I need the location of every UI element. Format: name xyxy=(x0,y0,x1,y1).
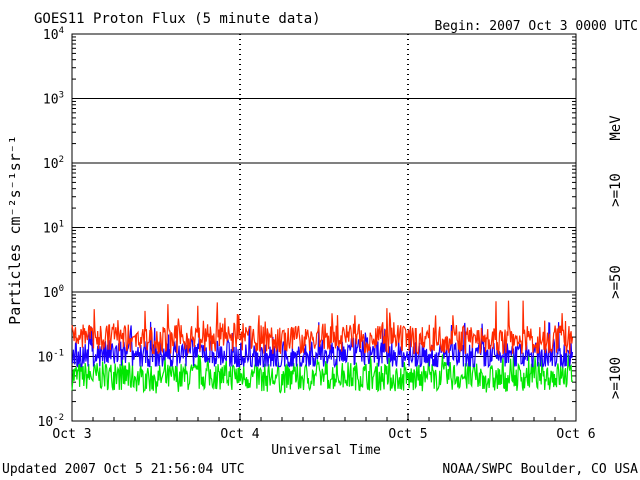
series-line xyxy=(71,300,574,356)
y-tick-label: 10-2 xyxy=(38,413,65,430)
credit-text: NOAA/SWPC Boulder, CO USA xyxy=(442,462,638,477)
y-tick-label: 101 xyxy=(43,220,64,237)
legend-entry: >=100 xyxy=(608,357,624,399)
legend: MeV >=10 >=50 >=100 xyxy=(608,115,624,399)
x-tick-label: Oct 6 xyxy=(556,427,595,442)
begin-time: Begin: 2007 Oct 3 0000 UTC xyxy=(435,19,639,34)
y-axis-label: Particles cm⁻²s⁻¹sr⁻¹ xyxy=(6,135,24,325)
y-tick-label: 104 xyxy=(43,26,64,43)
series-line xyxy=(71,353,574,394)
x-tick-label: Oct 5 xyxy=(388,427,427,442)
chart-title: GOES11 Proton Flux (5 minute data) xyxy=(34,11,321,27)
y-tick-label: 103 xyxy=(43,91,64,108)
x-tick-label: Oct 4 xyxy=(220,427,259,442)
y-tick-label: 100 xyxy=(43,284,64,301)
legend-entry: >=10 xyxy=(608,173,624,207)
series-group xyxy=(71,300,574,394)
legend-unit: MeV xyxy=(608,115,624,141)
x-axis-ticks: Oct 3 Oct 4 Oct 5 Oct 6 xyxy=(52,413,596,442)
y-tick-label: 10-1 xyxy=(38,349,65,366)
legend-entry: >=50 xyxy=(608,265,624,299)
x-axis-label: Universal Time xyxy=(271,443,381,458)
x-tick-label: Oct 3 xyxy=(52,427,91,442)
series-line xyxy=(71,321,574,369)
updated-timestamp: Updated 2007 Oct 5 21:56:04 UTC xyxy=(2,462,245,477)
y-tick-label: 102 xyxy=(43,155,64,172)
